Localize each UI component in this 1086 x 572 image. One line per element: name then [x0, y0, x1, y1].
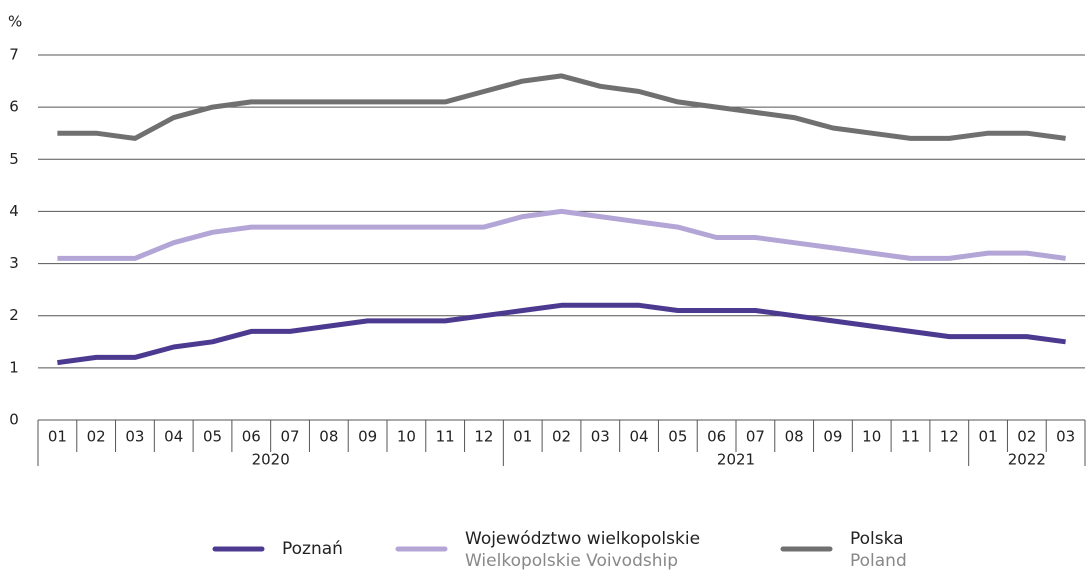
x-group-label: 2022 [1008, 451, 1046, 469]
y-tick-label: 2 [9, 306, 19, 324]
series-line [57, 302, 1066, 366]
x-tick-label: 03 [591, 428, 610, 446]
series-line [57, 73, 1066, 141]
x-group-label: 2021 [717, 451, 755, 469]
y-tick-label: 6 [9, 98, 19, 116]
x-tick-label: 11 [901, 428, 920, 446]
legend-label: Poznań [282, 539, 343, 559]
legend-label: Polska [850, 529, 904, 549]
x-tick-label: 03 [1056, 428, 1075, 446]
legend-sublabel: Wielkopolskie Voivodship [465, 551, 678, 571]
y-tick-label: 0 [9, 411, 19, 429]
x-tick-label: 01 [979, 428, 998, 446]
legend-label: Województwo wielkopolskie [465, 529, 700, 549]
x-tick-label: 11 [436, 428, 455, 446]
x-tick-label: 02 [1017, 428, 1036, 446]
x-tick-label: 09 [823, 428, 842, 446]
legend-sublabel: Poland [850, 551, 907, 571]
series-line [57, 208, 1066, 261]
x-tick-label: 06 [707, 428, 726, 446]
y-tick-label: 7 [9, 46, 19, 64]
x-tick-label: 03 [125, 428, 144, 446]
x-tick-label: 01 [513, 428, 532, 446]
x-tick-label: 08 [785, 428, 804, 446]
x-tick-label: 12 [474, 428, 493, 446]
x-tick-label: 07 [746, 428, 765, 446]
y-tick-label: 3 [9, 254, 19, 272]
y-axis-label: % [8, 13, 22, 31]
x-tick-label: 08 [319, 428, 338, 446]
x-tick-label: 10 [862, 428, 881, 446]
x-tick-label: 05 [668, 428, 687, 446]
x-tick-label: 02 [552, 428, 571, 446]
x-tick-label: 06 [242, 428, 261, 446]
y-tick-label: 4 [9, 202, 19, 220]
x-tick-label: 04 [630, 428, 649, 446]
x-tick-label: 10 [397, 428, 416, 446]
x-tick-label: 02 [87, 428, 106, 446]
y-tick-label: 5 [9, 150, 19, 168]
x-tick-label: 05 [203, 428, 222, 446]
x-tick-label: 09 [358, 428, 377, 446]
x-tick-label: 07 [281, 428, 300, 446]
x-tick-label: 12 [940, 428, 959, 446]
x-tick-label: 01 [48, 428, 67, 446]
x-tick-label: 04 [164, 428, 183, 446]
y-tick-label: 1 [9, 358, 19, 376]
x-group-label: 2020 [252, 451, 290, 469]
